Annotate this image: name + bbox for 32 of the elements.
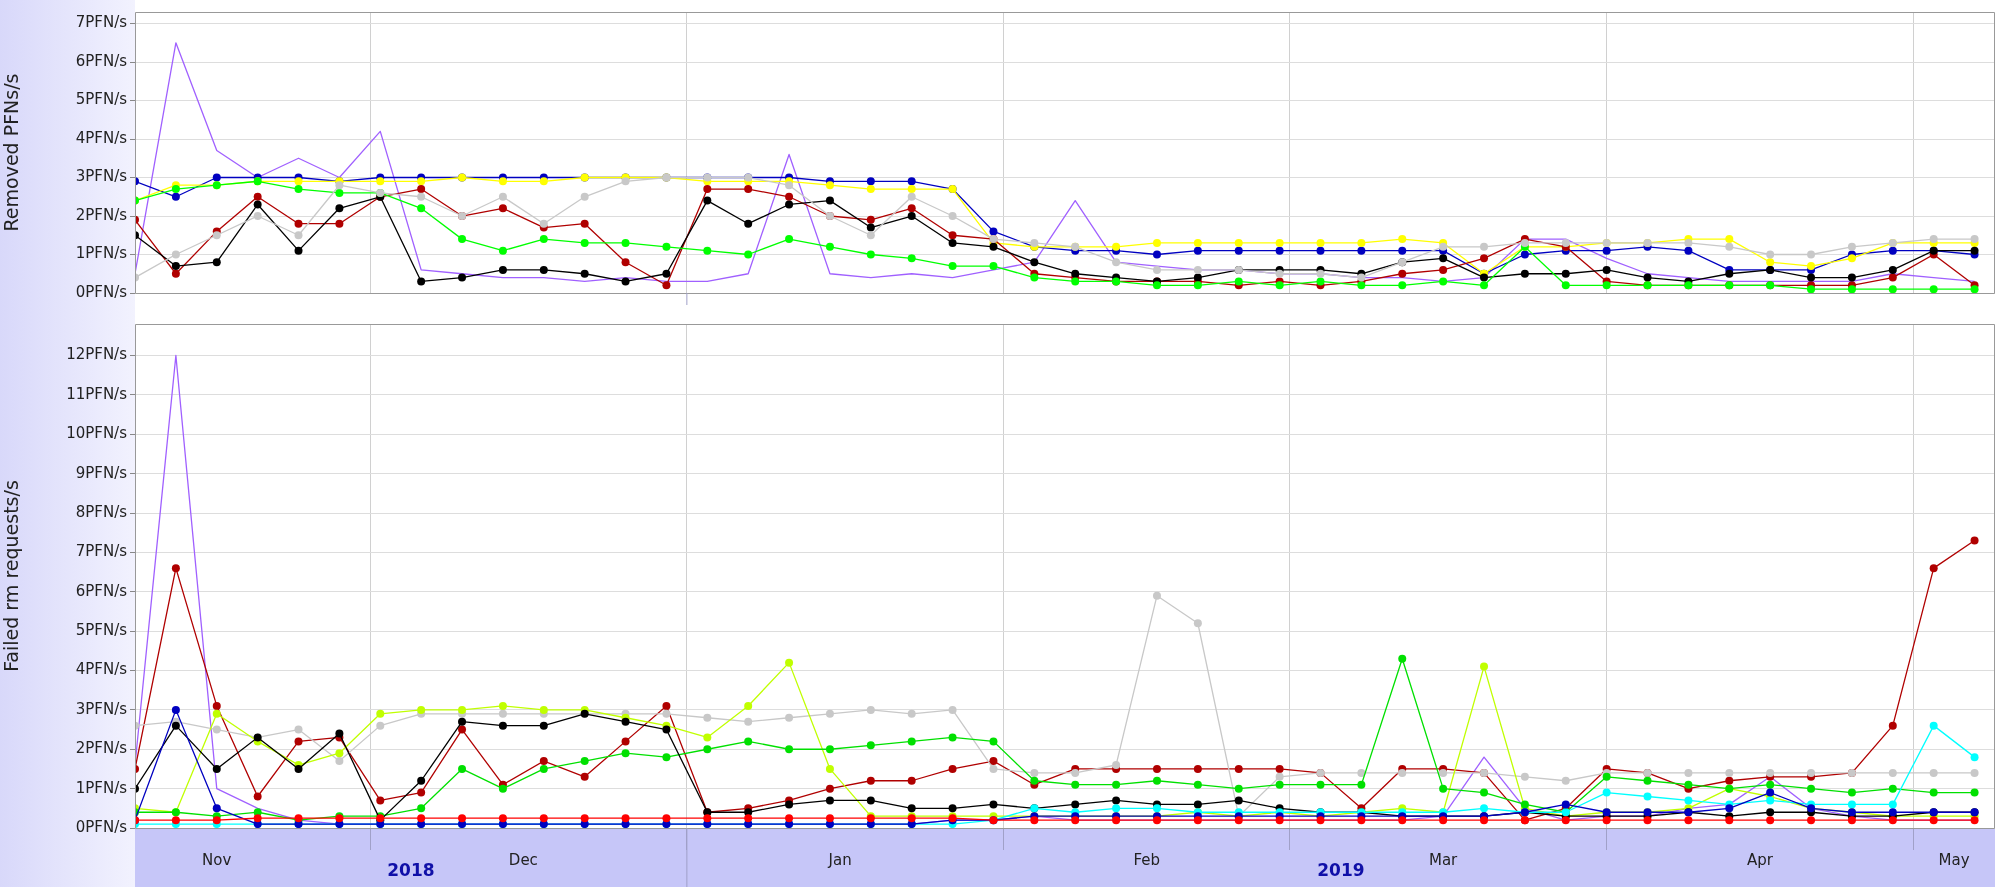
y-tick-label: 3PFN/s — [75, 167, 128, 186]
y-tick-label: 6PFN/s — [75, 51, 128, 70]
y-tick-label: 2PFN/s — [75, 205, 128, 224]
x-tick-label: Nov — [202, 850, 232, 869]
y-tick-label: 7PFN/s — [75, 13, 128, 32]
y-tick-label: 9PFN/s — [75, 463, 128, 482]
x-tick-label: Dec — [508, 850, 538, 869]
y-axis-title: Removed PFNs/s — [0, 73, 23, 232]
y-tick-label: 6PFN/s — [75, 581, 128, 600]
y-tick-label: 4PFN/s — [75, 660, 128, 679]
y-tick-label: 7PFN/s — [75, 542, 128, 561]
y-tick-label: 5PFN/s — [75, 90, 128, 109]
x-tick-label: Apr — [1746, 850, 1774, 869]
y-tick-label: 12PFN/s — [66, 345, 128, 364]
y-axis-title: Failed rm requests/s — [0, 480, 23, 672]
x-tick-label: Jan — [827, 850, 852, 869]
y-tick-label: 1PFN/s — [75, 778, 128, 797]
y-tick-label: 8PFN/s — [75, 502, 128, 521]
y-tick-label: 3PFN/s — [75, 699, 128, 718]
y-tick-label: 10PFN/s — [66, 424, 128, 443]
y-tick-label: 2PFN/s — [75, 739, 128, 758]
y-tick-label: 5PFN/s — [75, 621, 128, 640]
x-tick-label: Feb — [1133, 850, 1161, 869]
x-tick-label: May — [1938, 850, 1970, 869]
y-tick-label: 1PFN/s — [75, 244, 128, 263]
y-tick-label: 0PFN/s — [75, 282, 128, 301]
y-tick-label: 11PFN/s — [66, 384, 128, 403]
text: 2018 — [387, 860, 435, 881]
y-tick-label: 4PFN/s — [75, 128, 128, 147]
text: 2019 — [1317, 860, 1365, 881]
x-tick-label: Mar — [1428, 850, 1459, 869]
y-tick-label: 0PFN/s — [75, 817, 128, 836]
